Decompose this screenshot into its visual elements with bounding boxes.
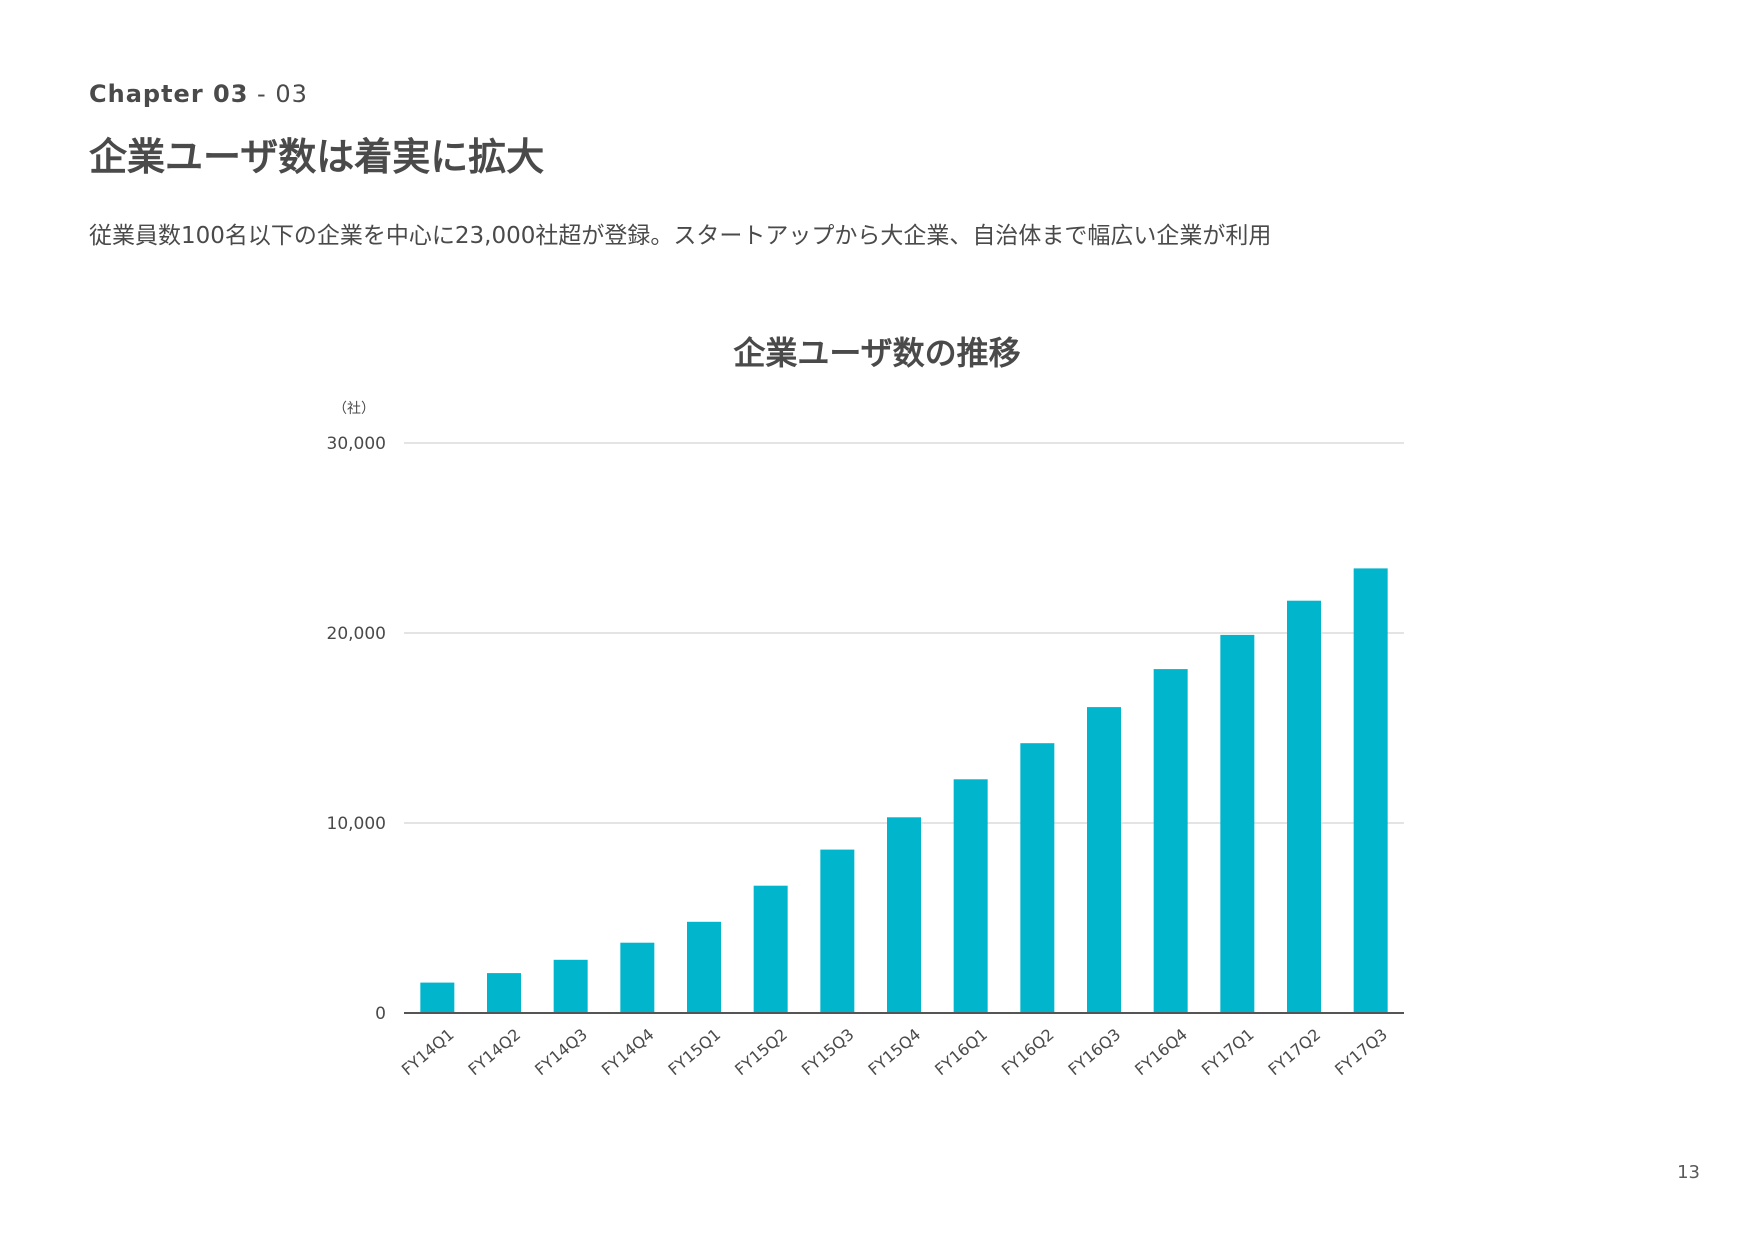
- bar: [753, 885, 788, 1013]
- x-tick-label: FY16Q4: [1131, 1025, 1191, 1079]
- bar: [887, 817, 921, 1013]
- x-tick-label: FY17Q3: [1331, 1025, 1391, 1079]
- bar: [1153, 669, 1188, 1013]
- bar: [1087, 707, 1121, 1013]
- bar: [1287, 600, 1321, 1013]
- x-tick-label: FY17Q2: [1264, 1025, 1324, 1079]
- x-tick-label: FY14Q2: [464, 1025, 524, 1079]
- x-tick-label: FY15Q2: [731, 1025, 791, 1079]
- chapter-label: Chapter 03 - 03: [89, 80, 308, 108]
- bar: [1020, 743, 1055, 1013]
- x-tick-label: FY15Q4: [864, 1025, 924, 1079]
- x-tick-label: FY15Q1: [664, 1025, 724, 1079]
- x-tick-label: FY16Q3: [1064, 1025, 1124, 1079]
- x-tick-label: FY14Q1: [398, 1025, 458, 1079]
- page-number: 13: [1677, 1162, 1700, 1183]
- bar: [420, 982, 455, 1013]
- page-title: 企業ユーザ数は着実に拡大: [89, 135, 545, 179]
- chapter-name: Chapter 03: [89, 80, 249, 108]
- bar: [820, 849, 855, 1013]
- y-tick-label: 10,000: [327, 814, 386, 834]
- x-tick-label: FY16Q1: [931, 1025, 991, 1079]
- y-tick-label: 30,000: [327, 434, 386, 454]
- bar: [1353, 568, 1388, 1013]
- bar: [1220, 634, 1255, 1013]
- x-tick-label: FY16Q2: [998, 1025, 1058, 1079]
- x-tick-label: FY15Q3: [798, 1025, 858, 1079]
- y-tick-label: 0: [375, 1004, 386, 1024]
- lead-text: 従業員数100名以下の企業を中心に23,000社超が登録。スタートアップから大企…: [89, 223, 1272, 249]
- bar: [487, 973, 521, 1013]
- x-tick-label: FY14Q3: [531, 1025, 591, 1079]
- bar: [620, 942, 655, 1013]
- x-tick-label: FY17Q1: [1198, 1025, 1258, 1079]
- chart-title: 企業ユーザ数の推移: [733, 334, 1021, 372]
- bar: [687, 921, 721, 1013]
- y-tick-label: 20,000: [327, 624, 386, 644]
- chapter-number: 03: [275, 80, 308, 108]
- chapter-separator: -: [248, 80, 276, 108]
- bar: [553, 959, 588, 1013]
- bar: [953, 779, 988, 1013]
- y-unit-label: （社）: [333, 401, 375, 417]
- x-tick-label: FY14Q4: [598, 1025, 658, 1079]
